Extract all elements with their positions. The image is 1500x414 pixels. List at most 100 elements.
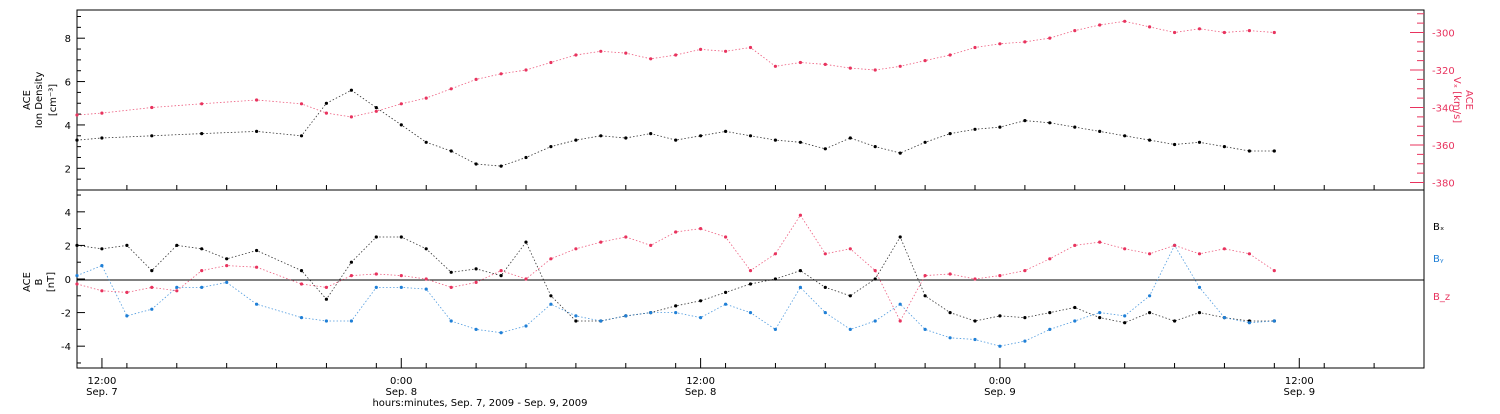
x-tick-date: Sep. 9	[984, 387, 1016, 398]
x-tick-time: 0:00	[390, 376, 412, 387]
bz-point	[599, 240, 603, 244]
vx-point	[1197, 27, 1202, 31]
density-point	[1048, 121, 1052, 125]
bz-point	[175, 289, 179, 293]
top-right-ticks: -300 -320 -340 -360 -380	[1410, 13, 1455, 190]
bottom-ylabel-line2: B	[34, 278, 45, 285]
vx-point	[150, 105, 154, 110]
bx-point	[499, 274, 503, 278]
density-point	[449, 149, 453, 153]
density-point	[499, 164, 503, 168]
vx-point	[524, 68, 528, 72]
bottom-tick-label: 4	[65, 208, 71, 219]
bx-point	[1073, 305, 1077, 310]
bz-point	[624, 235, 628, 239]
top-left-tick-label: 8	[65, 34, 71, 45]
bottom-tick-label: -2	[61, 309, 71, 320]
density-point	[798, 140, 803, 144]
by-point	[699, 316, 703, 320]
bx-point	[798, 269, 803, 273]
bz-point	[349, 274, 353, 278]
top-panel-frame	[76, 9, 1425, 191]
bx-point	[699, 299, 703, 303]
vx-point	[474, 77, 478, 81]
top-left-ticks: 2 4 6 8	[65, 16, 85, 180]
bz-point	[524, 277, 528, 281]
density-point	[574, 138, 578, 142]
bz-point	[674, 230, 678, 234]
top-left-tick-label: 2	[65, 164, 71, 175]
density-point	[624, 136, 628, 140]
vx-point	[1247, 29, 1251, 33]
density-point	[1272, 149, 1276, 153]
vx-point	[1173, 30, 1177, 35]
bz-point	[649, 243, 653, 247]
vx-point	[499, 72, 503, 76]
bz-point	[299, 282, 304, 286]
vx-point	[1123, 19, 1127, 23]
x-tick-date: Sep. 9	[1283, 387, 1315, 398]
bx-point	[748, 282, 753, 286]
top-right-tick-label: -360	[1432, 141, 1455, 152]
density-point	[1123, 134, 1127, 138]
density-point	[474, 162, 478, 166]
bottom-ylabel: ACE B [nT]	[22, 272, 57, 292]
by-point	[299, 316, 304, 320]
bz-point	[1098, 240, 1102, 244]
bz-point	[1073, 243, 1077, 247]
vx-point	[798, 60, 803, 65]
density-point	[724, 129, 728, 133]
bottom-left-ticks: 4 2 0 -2 -4	[61, 194, 85, 364]
bx-point	[1173, 319, 1177, 323]
x-tick-date: Sep. 7	[86, 387, 118, 398]
by-series-line	[76, 244, 1275, 347]
by-point	[1048, 327, 1052, 331]
data-points	[75, 19, 1276, 348]
legend-by: Bᵧ	[1433, 254, 1444, 265]
top-left-tick-label: 6	[65, 78, 71, 89]
legend-bx: Bₓ	[1433, 222, 1444, 233]
vx-point	[1222, 30, 1226, 35]
by-point	[499, 331, 503, 335]
bz-point	[1048, 257, 1052, 261]
x-tick-time: 12:00	[1285, 376, 1314, 387]
bz-point	[255, 265, 259, 269]
top-left-ylabel-line1: ACE	[22, 90, 33, 110]
by-point	[474, 327, 478, 331]
vx-point	[674, 53, 678, 57]
density-point	[1023, 119, 1027, 123]
density-point	[324, 101, 328, 105]
bottom-panel-frame	[76, 189, 1425, 369]
bx-point	[1123, 321, 1127, 325]
by-point	[1073, 319, 1077, 323]
bottom-tick-label: 0	[65, 275, 71, 286]
vx-point	[649, 57, 653, 61]
legend-bz: B_z	[1433, 292, 1450, 303]
x-axis-title: hours:minutes, Sep. 7, 2009 - Sep. 9, 20…	[372, 398, 587, 409]
top-right-tick-label: -380	[1432, 179, 1455, 190]
x-tick-date: Sep. 8	[385, 387, 417, 398]
x-tick-date: Sep. 8	[685, 387, 717, 398]
vx-point	[399, 102, 403, 106]
vx-point	[848, 66, 852, 70]
top-right-ylabel-line2: Vₓ [km/s]	[1451, 77, 1462, 123]
bz-point	[324, 285, 328, 289]
bx-point	[923, 294, 927, 298]
vx-point	[998, 42, 1002, 46]
bx-point	[973, 319, 977, 323]
top-right-tick-label: -300	[1432, 29, 1455, 40]
bottom-tick-label: -4	[61, 342, 71, 353]
bz-point	[699, 227, 703, 231]
by-point	[424, 287, 428, 291]
bz-point	[225, 264, 229, 268]
top-right-ylabel-line1: ACE	[1463, 90, 1474, 110]
top-right-tick-label: -320	[1432, 66, 1455, 77]
by-point	[1247, 321, 1251, 325]
top-right-tick-label: -340	[1432, 104, 1455, 115]
top-left-tick-label: 4	[65, 121, 71, 132]
bx-point	[998, 314, 1002, 318]
top-left-ylabel-line2: Ion Density	[34, 72, 45, 129]
bottom-ylabel-line3: [nT]	[46, 272, 57, 292]
